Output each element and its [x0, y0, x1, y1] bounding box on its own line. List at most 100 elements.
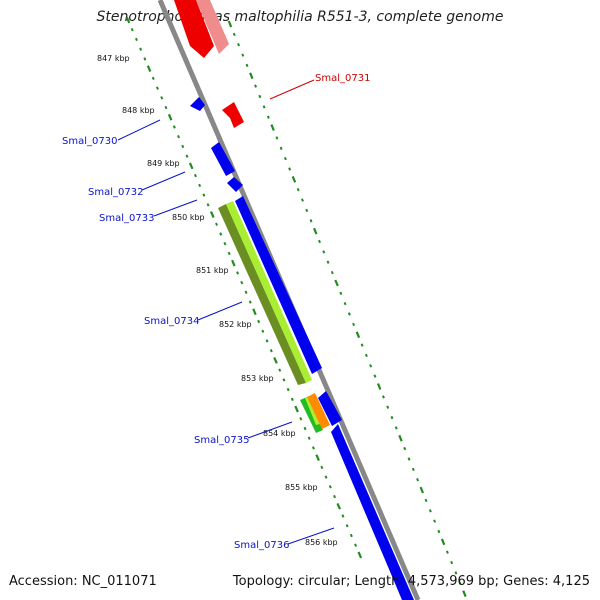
plus-gene-top-light [196, 0, 229, 54]
tick-dot [324, 475, 328, 479]
tick-dot [125, 16, 131, 24]
tick-dot [198, 183, 202, 188]
tick-dot [265, 339, 269, 343]
minus-gene-smal-0730[interactable] [190, 97, 205, 111]
tick-dot [278, 368, 282, 372]
tick-labels: 847 kbp 848 kbp 849 kbp 850 kbp 851 kbp … [97, 54, 338, 547]
tick-dot [318, 239, 321, 244]
tick-dot [155, 86, 160, 90]
tick-dot [300, 198, 304, 202]
accession-text: Accession: NC_011071 [9, 574, 157, 589]
tick-dot [193, 173, 197, 178]
plus-gene-smal-0731[interactable] [222, 102, 244, 128]
tick-dot [437, 529, 441, 534]
tick-label: 851 kbp [196, 266, 229, 275]
tick-dot [227, 20, 233, 28]
tick-dot [282, 378, 286, 382]
gene-label-smal-0734[interactable]: Smal_0734 [144, 316, 199, 327]
tick-dot [219, 232, 223, 236]
tick-dot [143, 57, 147, 61]
gene-label-smal-0733[interactable]: Smal_0733 [99, 213, 154, 224]
tick-dot [181, 144, 185, 149]
minus-gene-smal-0735[interactable] [318, 391, 342, 426]
minus-gene-smal-0732[interactable] [211, 142, 235, 176]
tick-dot [299, 417, 303, 421]
minus-gene-smal-0736[interactable] [331, 424, 414, 600]
tick-dot [262, 105, 266, 109]
tick-dot [270, 124, 275, 131]
tick-dot [269, 348, 273, 353]
tick-dot [394, 426, 398, 430]
tick-dot [345, 524, 349, 528]
tick-dot [458, 581, 462, 585]
tick-dot [307, 436, 311, 440]
tick-dot [245, 63, 249, 68]
tick-dot [283, 156, 287, 161]
tick-dot [416, 478, 420, 482]
tick-dot [257, 319, 261, 324]
feature-olive [218, 204, 306, 385]
gene-label-smal-0732[interactable]: Smal_0732 [88, 187, 143, 198]
tick-dot [164, 105, 168, 110]
label-leaders [117, 79, 335, 545]
tick-label: 856 kbp [305, 538, 338, 547]
tick-dot [172, 125, 176, 129]
tick-label: 847 kbp [97, 54, 130, 63]
tick-dot [223, 242, 227, 246]
gene-label-smal-0731[interactable]: Smal_0731 [315, 73, 370, 84]
tick-dot [291, 175, 297, 183]
tick-dot [328, 485, 332, 489]
tick-dot [440, 538, 446, 546]
tick-dot [244, 290, 248, 294]
tick-dot [454, 571, 458, 575]
tick-dot [185, 154, 189, 158]
tick-dot [341, 514, 345, 518]
minus-gene-smal-0734[interactable] [235, 196, 322, 374]
tick-dot [403, 446, 407, 451]
tick-dot [334, 279, 339, 287]
tick-dot [309, 219, 313, 223]
tick-dot [240, 280, 244, 285]
tick-dot [352, 322, 356, 327]
tick-label: 855 kbp [285, 483, 318, 492]
tick-dot [273, 357, 278, 364]
tick-dot [252, 308, 257, 316]
tick-dot [311, 446, 315, 450]
tick-dot [398, 434, 403, 442]
feature-lime-small [305, 396, 320, 425]
tick-dot [312, 227, 318, 235]
tick-dot [347, 312, 351, 316]
tick-dot [326, 260, 330, 264]
tick-dot [227, 251, 231, 256]
tick-dot [188, 162, 194, 170]
tick-dot [146, 65, 152, 73]
tick-dot [390, 415, 394, 420]
tick-dot [369, 364, 373, 368]
tick-dot [305, 208, 309, 213]
tick-dot [279, 146, 283, 150]
gene-label-smal-0736[interactable]: Smal_0736 [234, 540, 289, 551]
tick-dot [462, 590, 467, 598]
tick-dot [450, 560, 454, 565]
gene-label-smal-0735[interactable]: Smal_0735 [194, 435, 249, 446]
tick-dot [360, 343, 364, 347]
minus-gene-smal-0733[interactable] [227, 177, 243, 192]
tick-dot [248, 300, 252, 304]
tick-dot [288, 167, 292, 171]
tick-dot [407, 457, 411, 461]
gene-label-smal-0730[interactable]: Smal_0730 [62, 136, 117, 147]
tick-dot [357, 551, 363, 559]
tick-label: 852 kbp [219, 320, 252, 329]
tick-dot [303, 426, 307, 431]
tick-dot [236, 271, 240, 275]
tick-dot [339, 291, 343, 295]
tick-dot [315, 454, 320, 462]
tick-dot [261, 329, 265, 333]
tick-dot [296, 188, 300, 192]
tick-dot [428, 509, 432, 513]
tick-dot [249, 72, 254, 80]
tick-dot [320, 465, 324, 470]
tick-dot [445, 550, 449, 554]
tick-dot [177, 135, 181, 139]
